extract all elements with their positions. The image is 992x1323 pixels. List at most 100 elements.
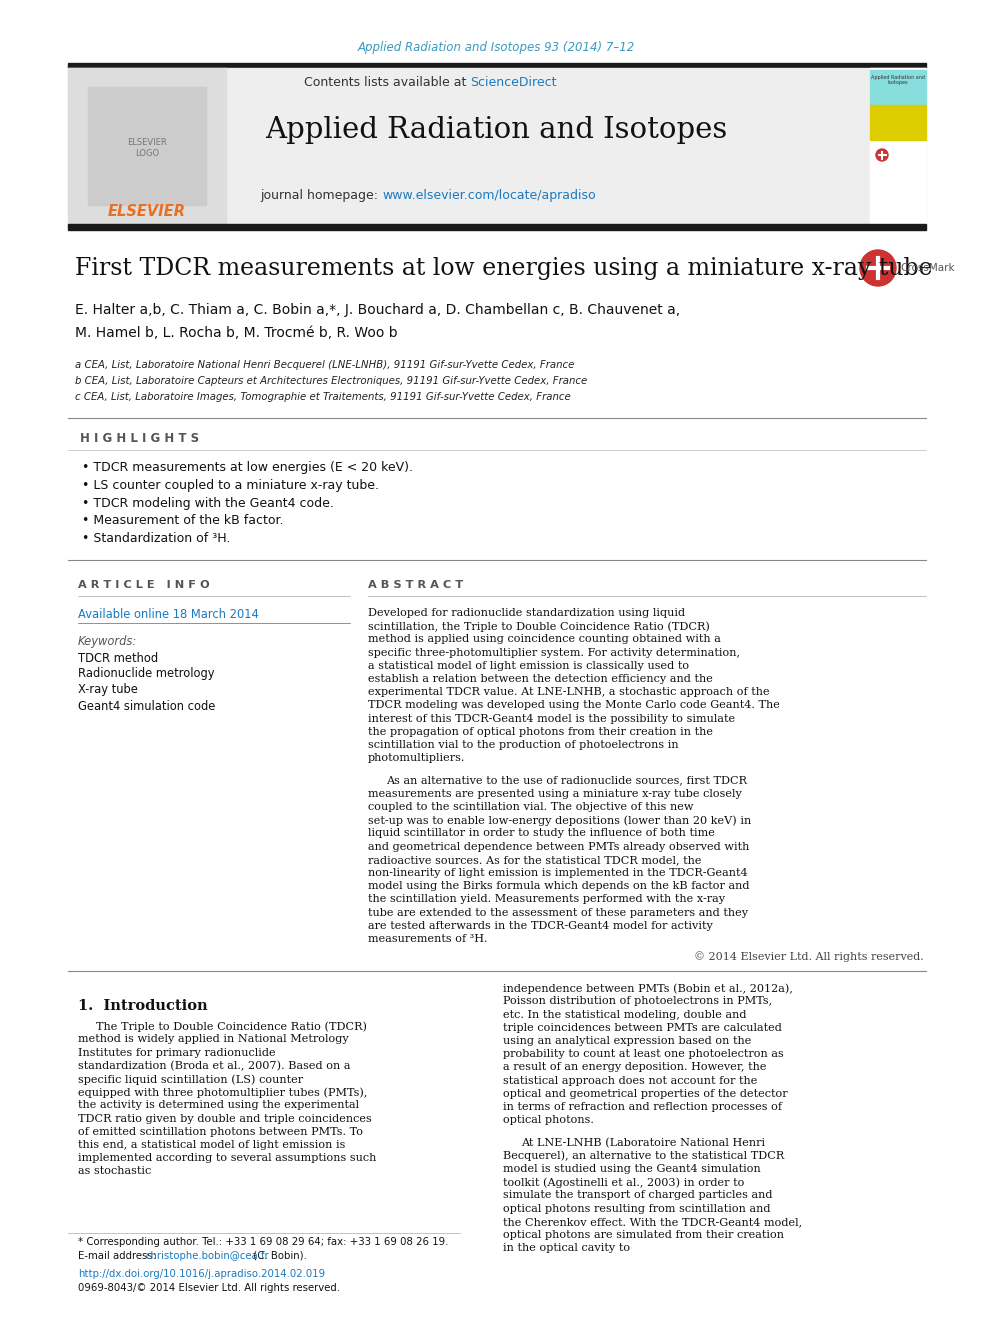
Text: in the optical cavity to: in the optical cavity to [503, 1244, 630, 1253]
Text: http://dx.doi.org/10.1016/j.apradiso.2014.02.019: http://dx.doi.org/10.1016/j.apradiso.201… [78, 1269, 325, 1279]
Text: specific three-photomultiplier system. For activity determination,: specific three-photomultiplier system. F… [368, 647, 740, 658]
Text: model using the Birks formula which depends on the kB factor and: model using the Birks formula which depe… [368, 881, 750, 892]
Text: triple coincidences between PMTs are calculated: triple coincidences between PMTs are cal… [503, 1023, 782, 1033]
Text: ELSEVIER: ELSEVIER [108, 205, 186, 220]
Text: Keywords:: Keywords: [78, 635, 137, 648]
Text: www.elsevier.com/locate/apradiso: www.elsevier.com/locate/apradiso [382, 189, 595, 202]
Text: equipped with three photomultiplier tubes (PMTs),: equipped with three photomultiplier tube… [78, 1088, 367, 1098]
Text: TDCR method: TDCR method [78, 651, 158, 664]
Text: ScienceDirect: ScienceDirect [470, 77, 557, 90]
Text: implemented according to several assumptions such: implemented according to several assumpt… [78, 1154, 376, 1163]
Text: method is widely applied in National Metrology: method is widely applied in National Met… [78, 1035, 349, 1044]
Text: 0969-8043/© 2014 Elsevier Ltd. All rights reserved.: 0969-8043/© 2014 Elsevier Ltd. All right… [78, 1283, 340, 1293]
Text: method is applied using coincidence counting obtained with a: method is applied using coincidence coun… [368, 635, 721, 644]
Text: E-mail address:: E-mail address: [78, 1252, 160, 1261]
Text: b CEA, List, Laboratoire Capteurs et Architectures Electroniques, 91191 Gif-sur-: b CEA, List, Laboratoire Capteurs et Arc… [75, 376, 587, 386]
Text: in terms of refraction and reflection processes of: in terms of refraction and reflection pr… [503, 1102, 782, 1113]
Bar [68, 224, 926, 230]
Text: A R T I C L E   I N F O: A R T I C L E I N F O [78, 579, 209, 590]
Text: • TDCR modeling with the Geant4 code.: • TDCR modeling with the Geant4 code. [82, 496, 334, 509]
Text: independence between PMTs (Bobin et al., 2012a),: independence between PMTs (Bobin et al.,… [503, 983, 793, 994]
Text: establish a relation between the detection efficiency and the: establish a relation between the detecti… [368, 673, 713, 684]
Text: the propagation of optical photons from their creation in the: the propagation of optical photons from … [368, 726, 713, 737]
Text: specific liquid scintillation (LS) counter: specific liquid scintillation (LS) count… [78, 1074, 304, 1085]
Text: • LS counter coupled to a miniature x-ray tube.: • LS counter coupled to a miniature x-ra… [82, 479, 379, 492]
Text: Developed for radionuclide standardization using liquid: Developed for radionuclide standardizati… [368, 609, 685, 618]
Text: liquid scintillator in order to study the influence of both time: liquid scintillator in order to study th… [368, 828, 715, 839]
Text: the scintillation yield. Measurements performed with the x-ray: the scintillation yield. Measurements pe… [368, 894, 725, 905]
Text: tube are extended to the assessment of these parameters and they: tube are extended to the assessment of t… [368, 908, 748, 918]
Circle shape [876, 149, 888, 161]
Text: ELSEVIER
LOGO: ELSEVIER LOGO [127, 139, 167, 157]
Text: E. Halter a,b, C. Thiam a, C. Bobin a,*, J. Bouchard a, D. Chambellan c, B. Chau: E. Halter a,b, C. Thiam a, C. Bobin a,*,… [75, 303, 681, 318]
Text: H I G H L I G H T S: H I G H L I G H T S [80, 431, 199, 445]
Bar [68, 67, 926, 225]
Text: etc. In the statistical modeling, double and: etc. In the statistical modeling, double… [503, 1009, 747, 1020]
Text: of emitted scintillation photons between PMTs. To: of emitted scintillation photons between… [78, 1127, 363, 1136]
Text: photomultipliers.: photomultipliers. [368, 753, 465, 763]
Text: At LNE-LNHB (Laboratoire National Henri: At LNE-LNHB (Laboratoire National Henri [521, 1138, 765, 1148]
Text: CrossMark: CrossMark [900, 263, 954, 273]
Text: non-linearity of light emission is implemented in the TDCR-Geant4: non-linearity of light emission is imple… [368, 868, 748, 878]
Text: * Corresponding author. Tel.: +33 1 69 08 29 64; fax: +33 1 69 08 26 19.: * Corresponding author. Tel.: +33 1 69 0… [78, 1237, 448, 1248]
Bar [870, 105, 926, 140]
Text: set-up was to enable low-energy depositions (lower than 20 keV) in: set-up was to enable low-energy depositi… [368, 815, 751, 826]
Text: this end, a statistical model of light emission is: this end, a statistical model of light e… [78, 1140, 345, 1150]
Text: as stochastic: as stochastic [78, 1167, 151, 1176]
Text: As an alternative to the use of radionuclide sources, first TDCR: As an alternative to the use of radionuc… [386, 775, 747, 786]
Text: and geometrical dependence between PMTs already observed with: and geometrical dependence between PMTs … [368, 841, 749, 852]
Text: journal homepage:: journal homepage: [260, 189, 382, 202]
Text: Applied Radiation and
Isotopes: Applied Radiation and Isotopes [871, 74, 925, 86]
Text: are tested afterwards in the TDCR-Geant4 model for activity: are tested afterwards in the TDCR-Geant4… [368, 921, 713, 931]
Text: optical photons.: optical photons. [503, 1115, 594, 1125]
Text: TDCR ratio given by double and triple coincidences: TDCR ratio given by double and triple co… [78, 1114, 372, 1123]
Text: a result of an energy deposition. However, the: a result of an energy deposition. Howeve… [503, 1062, 767, 1073]
Text: Available online 18 March 2014: Available online 18 March 2014 [78, 607, 259, 620]
Text: coupled to the scintillation vial. The objective of this new: coupled to the scintillation vial. The o… [368, 802, 693, 812]
Bar [88, 87, 206, 205]
Text: A B S T R A C T: A B S T R A C T [368, 579, 463, 590]
Text: scintillation vial to the production of photoelectrons in: scintillation vial to the production of … [368, 740, 679, 750]
Text: Applied Radiation and Isotopes: Applied Radiation and Isotopes [265, 116, 727, 144]
Text: 1.  Introduction: 1. Introduction [78, 999, 207, 1013]
Text: measurements of ³H.: measurements of ³H. [368, 934, 487, 945]
Text: a statistical model of light emission is classically used to: a statistical model of light emission is… [368, 660, 689, 671]
Text: Applied Radiation and Isotopes 93 (2014) 7–12: Applied Radiation and Isotopes 93 (2014)… [357, 41, 635, 54]
Text: simulate the transport of charged particles and: simulate the transport of charged partic… [503, 1191, 773, 1200]
Text: optical and geometrical properties of the detector: optical and geometrical properties of th… [503, 1089, 788, 1099]
Text: Geant4 simulation code: Geant4 simulation code [78, 700, 215, 713]
Text: Institutes for primary radionuclide: Institutes for primary radionuclide [78, 1048, 276, 1057]
Text: Radionuclide metrology: Radionuclide metrology [78, 668, 214, 680]
Bar [870, 67, 926, 225]
Text: scintillation, the Triple to Double Coincidence Ratio (TDCR): scintillation, the Triple to Double Coin… [368, 622, 710, 632]
Bar [870, 70, 926, 105]
Bar [870, 67, 926, 225]
Text: radioactive sources. As for the statistical TDCR model, the: radioactive sources. As for the statisti… [368, 855, 701, 865]
Text: • Measurement of the kB factor.: • Measurement of the kB factor. [82, 515, 284, 528]
Text: the activity is determined using the experimental: the activity is determined using the exp… [78, 1101, 359, 1110]
Text: M. Hamel b, L. Rocha b, M. Trocmé b, R. Woo b: M. Hamel b, L. Rocha b, M. Trocmé b, R. … [75, 325, 398, 340]
Bar [68, 67, 226, 225]
Text: c CEA, List, Laboratoire Images, Tomographie et Traitements, 91191 Gif-sur-Yvett: c CEA, List, Laboratoire Images, Tomogra… [75, 392, 570, 402]
Text: the Cherenkov effect. With the TDCR-Geant4 model,: the Cherenkov effect. With the TDCR-Gean… [503, 1217, 803, 1226]
Text: using an analytical expression based on the: using an analytical expression based on … [503, 1036, 751, 1046]
Text: Becquerel), an alternative to the statistical TDCR: Becquerel), an alternative to the statis… [503, 1151, 785, 1162]
Text: christophe.bobin@cea.fr: christophe.bobin@cea.fr [145, 1252, 269, 1261]
Text: The Triple to Double Coincidence Ratio (TDCR): The Triple to Double Coincidence Ratio (… [96, 1021, 367, 1032]
Text: experimental TDCR value. At LNE-LNHB, a stochastic approach of the: experimental TDCR value. At LNE-LNHB, a … [368, 687, 770, 697]
Text: measurements are presented using a miniature x-ray tube closely: measurements are presented using a minia… [368, 789, 742, 799]
Text: toolkit (Agostinelli et al., 2003) in order to: toolkit (Agostinelli et al., 2003) in or… [503, 1177, 744, 1188]
Text: © 2014 Elsevier Ltd. All rights reserved.: © 2014 Elsevier Ltd. All rights reserved… [694, 951, 924, 962]
Text: Contents lists available at: Contents lists available at [304, 77, 470, 90]
Text: TDCR modeling was developed using the Monte Carlo code Geant4. The: TDCR modeling was developed using the Mo… [368, 700, 780, 710]
Text: model is studied using the Geant4 simulation: model is studied using the Geant4 simula… [503, 1164, 761, 1174]
Text: First TDCR measurements at low energies using a miniature x-ray tube: First TDCR measurements at low energies … [75, 257, 932, 279]
Text: optical photons resulting from scintillation and: optical photons resulting from scintilla… [503, 1204, 771, 1213]
Text: a CEA, List, Laboratoire National Henri Becquerel (LNE-LNHB), 91191 Gif-sur-Yvet: a CEA, List, Laboratoire National Henri … [75, 360, 574, 370]
Text: • Standardization of ³H.: • Standardization of ³H. [82, 532, 230, 545]
Text: standardization (Broda et al., 2007). Based on a: standardization (Broda et al., 2007). Ba… [78, 1061, 350, 1072]
Text: • TDCR measurements at low energies (E < 20 keV).: • TDCR measurements at low energies (E <… [82, 460, 413, 474]
Text: optical photons are simulated from their creation: optical photons are simulated from their… [503, 1230, 784, 1240]
Text: probability to count at least one photoelectron as: probability to count at least one photoe… [503, 1049, 784, 1060]
Text: statistical approach does not account for the: statistical approach does not account fo… [503, 1076, 757, 1086]
